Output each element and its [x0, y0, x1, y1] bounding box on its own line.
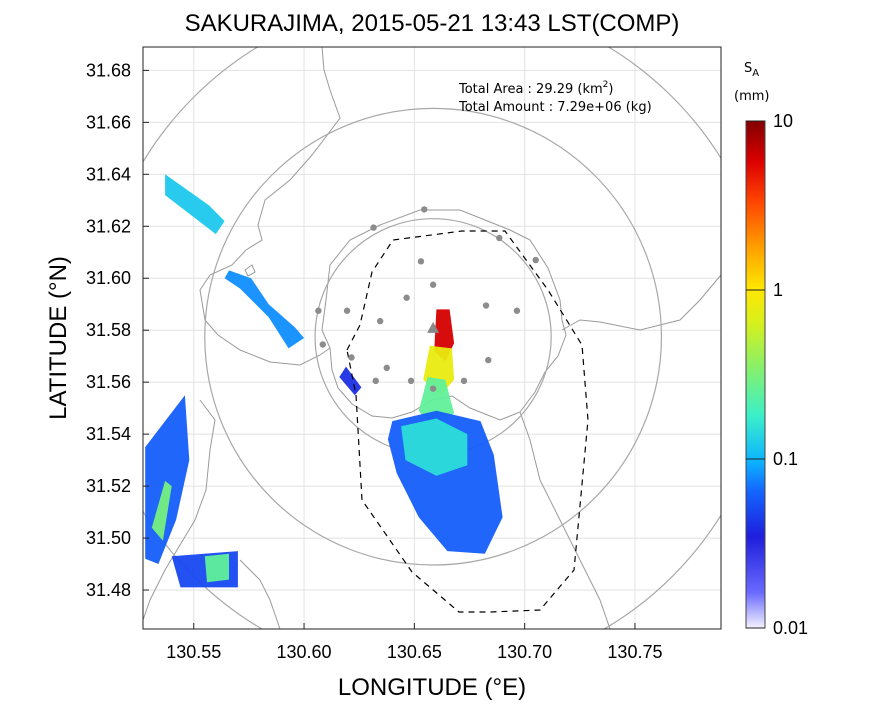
- ash-cell: [204, 553, 229, 583]
- colorbar-unit: (mm): [734, 89, 769, 104]
- station-dot: [343, 307, 351, 314]
- station-dot: [532, 256, 539, 264]
- x-tick-label: 130.55: [166, 642, 221, 662]
- station-dot: [417, 258, 425, 265]
- station-dot: [370, 224, 377, 231]
- station-dot: [429, 385, 437, 392]
- total-amount-annotation: Total Amount : 7.29e+06 (kg): [458, 100, 652, 115]
- coastline-southeast: [519, 411, 611, 629]
- station-dot: [407, 377, 415, 385]
- total-area-annotation: Total Area : 29.29 (km2): [458, 80, 613, 97]
- station-dot: [482, 302, 490, 309]
- station-dot: [348, 354, 355, 361]
- x-tick-label: 130.70: [497, 642, 552, 662]
- station-dot: [319, 341, 326, 348]
- colorbar-tick-label: 1: [773, 280, 783, 300]
- coastline-islet: [244, 264, 256, 277]
- x-axis-label: LONGITUDE (°E): [338, 674, 526, 701]
- plot-area: [143, 47, 721, 629]
- y-tick-label: 31.62: [86, 216, 131, 236]
- y-tick-label: 31.68: [86, 60, 131, 80]
- coastline-southwest: [239, 559, 281, 629]
- station-dot: [376, 317, 384, 325]
- y-axis-ticks: 31.48 31.50 31.52 31.54 31.56 31.58 31.60 31.62…: [86, 60, 149, 600]
- ash-cell: [151, 480, 172, 541]
- x-tick-label: 130.65: [387, 642, 442, 662]
- colorbar: SA (mm) 10 1 0.1 0.01: [734, 61, 808, 638]
- station-dot: [460, 377, 468, 385]
- station-dot: [513, 307, 521, 314]
- range-circle: [204, 107, 663, 566]
- x-axis-ticks: 130.55 130.60 130.65 130.70 130.75: [166, 623, 662, 662]
- colorbar-label-main: S: [744, 61, 752, 76]
- ash-cell: [224, 270, 304, 349]
- station-dot: [421, 206, 428, 213]
- y-axis-label: LATITUDE (°N): [45, 256, 72, 420]
- station-markers: [315, 206, 539, 392]
- y-tick-label: 31.64: [86, 164, 131, 184]
- coastline-west: [143, 399, 216, 621]
- colorbar-tick-label: 0.1: [773, 449, 798, 469]
- ash-deposit-field: [145, 174, 503, 588]
- station-dot: [383, 364, 390, 372]
- y-tick-label: 31.52: [86, 476, 131, 496]
- coastline-east: [561, 274, 721, 331]
- y-tick-label: 31.60: [86, 268, 131, 288]
- vent-marker: [427, 321, 440, 333]
- y-tick-label: 31.66: [86, 112, 131, 132]
- colorbar-gradient: [745, 120, 766, 629]
- y-tick-label: 31.56: [86, 372, 131, 392]
- station-dot: [496, 234, 503, 242]
- y-tick-label: 31.48: [86, 580, 131, 600]
- ash-cell: [165, 174, 225, 235]
- total-area-text: Total Area : 29.29 (km: [458, 82, 603, 97]
- colorbar-tick-label: 10: [773, 111, 793, 131]
- x-tick-label: 130.60: [277, 642, 332, 662]
- y-tick-label: 31.58: [86, 320, 131, 340]
- x-tick-label: 130.75: [607, 642, 662, 662]
- ash-cell: [401, 418, 468, 476]
- y-tick-label: 31.54: [86, 424, 131, 444]
- y-tick-label: 31.50: [86, 528, 131, 548]
- station-dot: [372, 377, 379, 385]
- station-dot: [429, 281, 437, 288]
- colorbar-tick-label: 0.01: [773, 618, 808, 638]
- chart-title: SAKURAJIMA, 2015-05-21 13:43 LST(COMP): [185, 10, 680, 37]
- coastline: [143, 47, 721, 629]
- station-dot: [403, 294, 410, 301]
- total-area-close: ): [608, 82, 613, 97]
- station-dot: [485, 356, 492, 364]
- ash-cell: [339, 366, 362, 396]
- colorbar-label: SA: [744, 61, 759, 79]
- total-area-superscript: 2: [603, 80, 609, 90]
- colorbar-ticks: 10 1 0.1 0.01: [746, 111, 808, 638]
- station-dot: [315, 307, 322, 314]
- coastline-north: [199, 47, 341, 366]
- colorbar-label-sub: A: [752, 68, 759, 79]
